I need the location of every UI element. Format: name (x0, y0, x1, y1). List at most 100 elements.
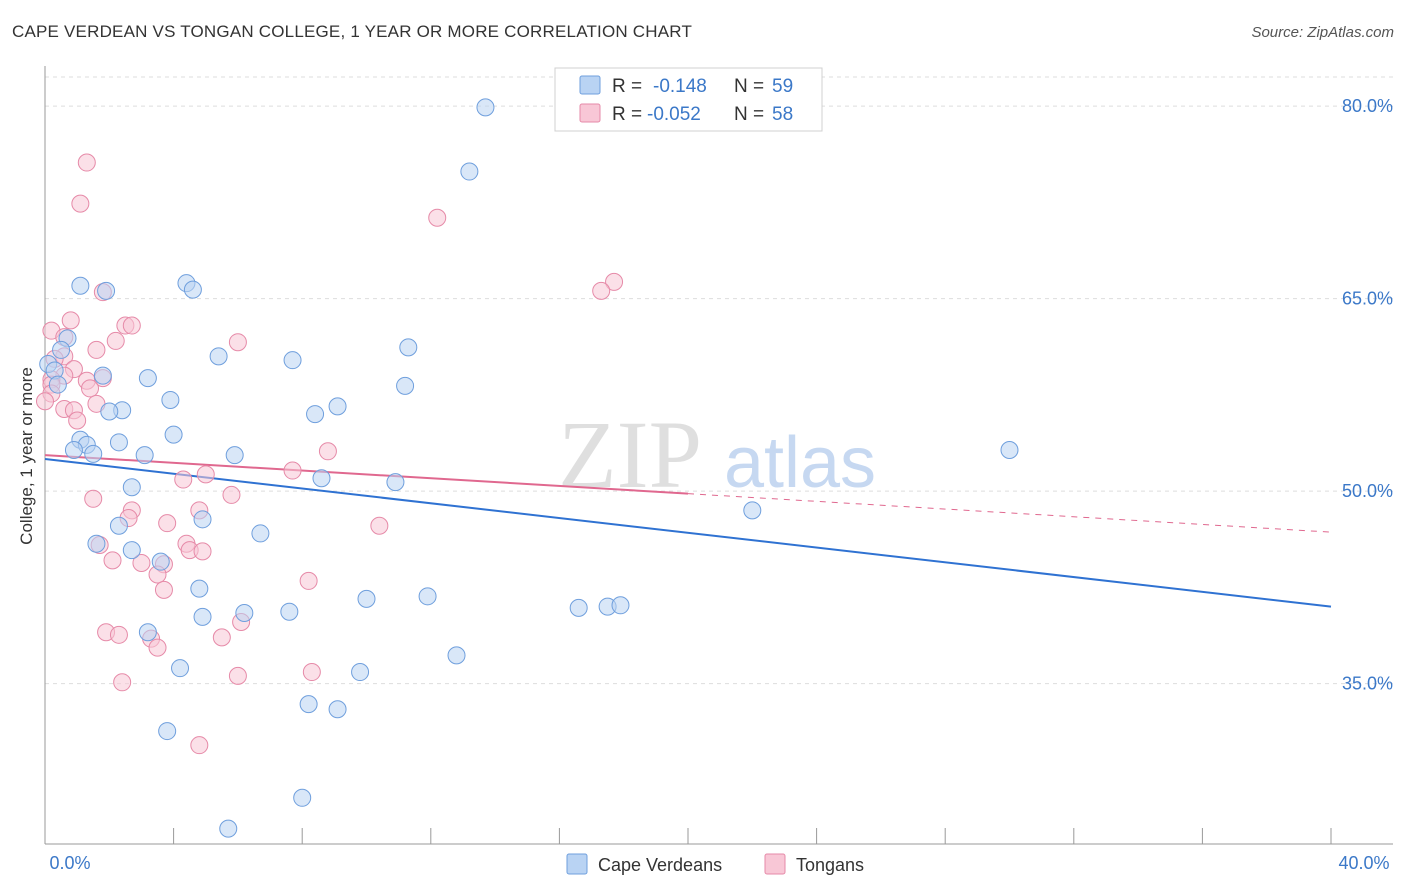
point-tongans (190, 736, 209, 755)
point-cape-verdeans (235, 604, 254, 622)
point-tongans (87, 340, 106, 359)
trend-line-tongans-extension (687, 493, 1332, 533)
point-cape-verdeans (399, 338, 418, 357)
point-cape-verdeans (283, 351, 302, 370)
watermark-zip: ZIP (558, 401, 702, 508)
point-cape-verdeans (171, 659, 190, 678)
point-tongans (228, 666, 247, 685)
point-cape-verdeans (122, 541, 141, 560)
legend-box-n-label: N = (734, 104, 764, 125)
legend-box: R = -0.148 N = 59 R = -0.052 N = 58 (554, 67, 823, 132)
point-tongans (605, 272, 624, 291)
chart-title: CAPE VERDEAN VS TONGAN COLLEGE, 1 YEAR O… (12, 22, 693, 41)
point-tongans (370, 516, 389, 535)
point-tongans (154, 580, 173, 599)
point-cape-verdeans (569, 598, 588, 617)
point-tongans (428, 208, 447, 227)
legend-swatch-cape-verdeans (566, 853, 588, 875)
watermark: ZIP atlas (558, 401, 876, 508)
point-cape-verdeans (312, 469, 331, 488)
gridlines (45, 76, 1393, 685)
legend-box-blue-swatch (579, 75, 601, 95)
source-label: Source: ZipAtlas.com (1251, 24, 1394, 41)
point-cape-verdeans (48, 375, 67, 394)
point-cape-verdeans (93, 366, 112, 385)
point-cape-verdeans (71, 276, 90, 295)
legend-box-n-value: 58 (772, 104, 793, 125)
point-cape-verdeans (219, 819, 238, 838)
point-cape-verdeans (293, 788, 312, 807)
point-cape-verdeans (386, 473, 405, 492)
legend-box-r-value: -0.052 (647, 104, 701, 125)
point-tongans (109, 625, 128, 644)
point-cape-verdeans (109, 516, 128, 535)
watermark-atlas: atlas (724, 423, 876, 503)
trend-line-cape-verdeans (44, 458, 1332, 608)
point-tongans (68, 411, 87, 430)
point-cape-verdeans (190, 579, 209, 598)
legend-label-cape-verdeans: Cape Verdeans (598, 855, 722, 875)
point-cape-verdeans (209, 347, 228, 366)
point-tongans (113, 673, 132, 692)
point-cape-verdeans (100, 402, 119, 421)
point-tongans (122, 316, 141, 335)
point-cape-verdeans (447, 646, 466, 665)
point-cape-verdeans (396, 376, 415, 395)
point-tongans (283, 461, 302, 480)
legend-box-r-value: -0.148 (653, 76, 707, 97)
point-cape-verdeans (299, 695, 318, 714)
bottom-legend: Cape Verdeans Tongans (566, 853, 864, 875)
point-tongans (132, 553, 151, 572)
point-cape-verdeans (158, 722, 177, 741)
point-cape-verdeans (1000, 441, 1019, 460)
point-cape-verdeans (225, 446, 244, 465)
x-tick-label: 0.0% (49, 853, 90, 873)
point-tongans (302, 663, 321, 682)
legend-box-pink-swatch (579, 103, 601, 123)
point-cape-verdeans (280, 602, 299, 621)
point-tongans (103, 551, 122, 570)
point-tongans (81, 379, 100, 398)
point-tongans (106, 331, 125, 350)
legend-box-n-label: N = (734, 76, 764, 97)
axes: 35.0% 50.0% 65.0% 80.0% 0.0% 40.0% (44, 66, 1393, 873)
point-cape-verdeans (183, 280, 202, 299)
point-cape-verdeans (109, 433, 128, 452)
point-tongans (158, 514, 177, 533)
point-cape-verdeans (460, 162, 479, 181)
point-cape-verdeans (193, 510, 212, 529)
legend-box-n-value: 59 (772, 76, 793, 97)
legend-swatch-tongans (764, 853, 786, 875)
point-tongans (71, 194, 90, 213)
point-tongans (174, 470, 193, 489)
point-cape-verdeans (97, 281, 116, 300)
y-tick-label: 35.0% (1342, 674, 1393, 694)
point-tongans (148, 638, 167, 657)
point-cape-verdeans (476, 98, 495, 117)
point-tongans (318, 442, 337, 461)
point-cape-verdeans (743, 501, 762, 520)
point-cape-verdeans (251, 524, 270, 543)
point-cape-verdeans (87, 534, 106, 553)
point-cape-verdeans (161, 390, 180, 409)
point-cape-verdeans (135, 446, 154, 465)
point-tongans (193, 542, 212, 561)
y-tick-label: 50.0% (1342, 481, 1393, 501)
point-cape-verdeans (328, 397, 347, 416)
point-cape-verdeans (164, 425, 183, 444)
point-tongans (228, 333, 247, 352)
point-cape-verdeans (193, 607, 212, 626)
point-cape-verdeans (328, 700, 347, 719)
trend-lines (44, 454, 1332, 608)
point-cape-verdeans (357, 589, 376, 608)
point-cape-verdeans (351, 663, 370, 682)
legend-label-tongans: Tongans (796, 855, 864, 875)
y-tick-label: 80.0% (1342, 96, 1393, 116)
point-cape-verdeans (138, 369, 157, 388)
point-tongans (222, 485, 241, 504)
trend-line-tongans (44, 454, 689, 495)
point-tongans (212, 628, 231, 647)
point-tongans (196, 465, 215, 484)
y-axis-label: College, 1 year or more (17, 367, 36, 545)
